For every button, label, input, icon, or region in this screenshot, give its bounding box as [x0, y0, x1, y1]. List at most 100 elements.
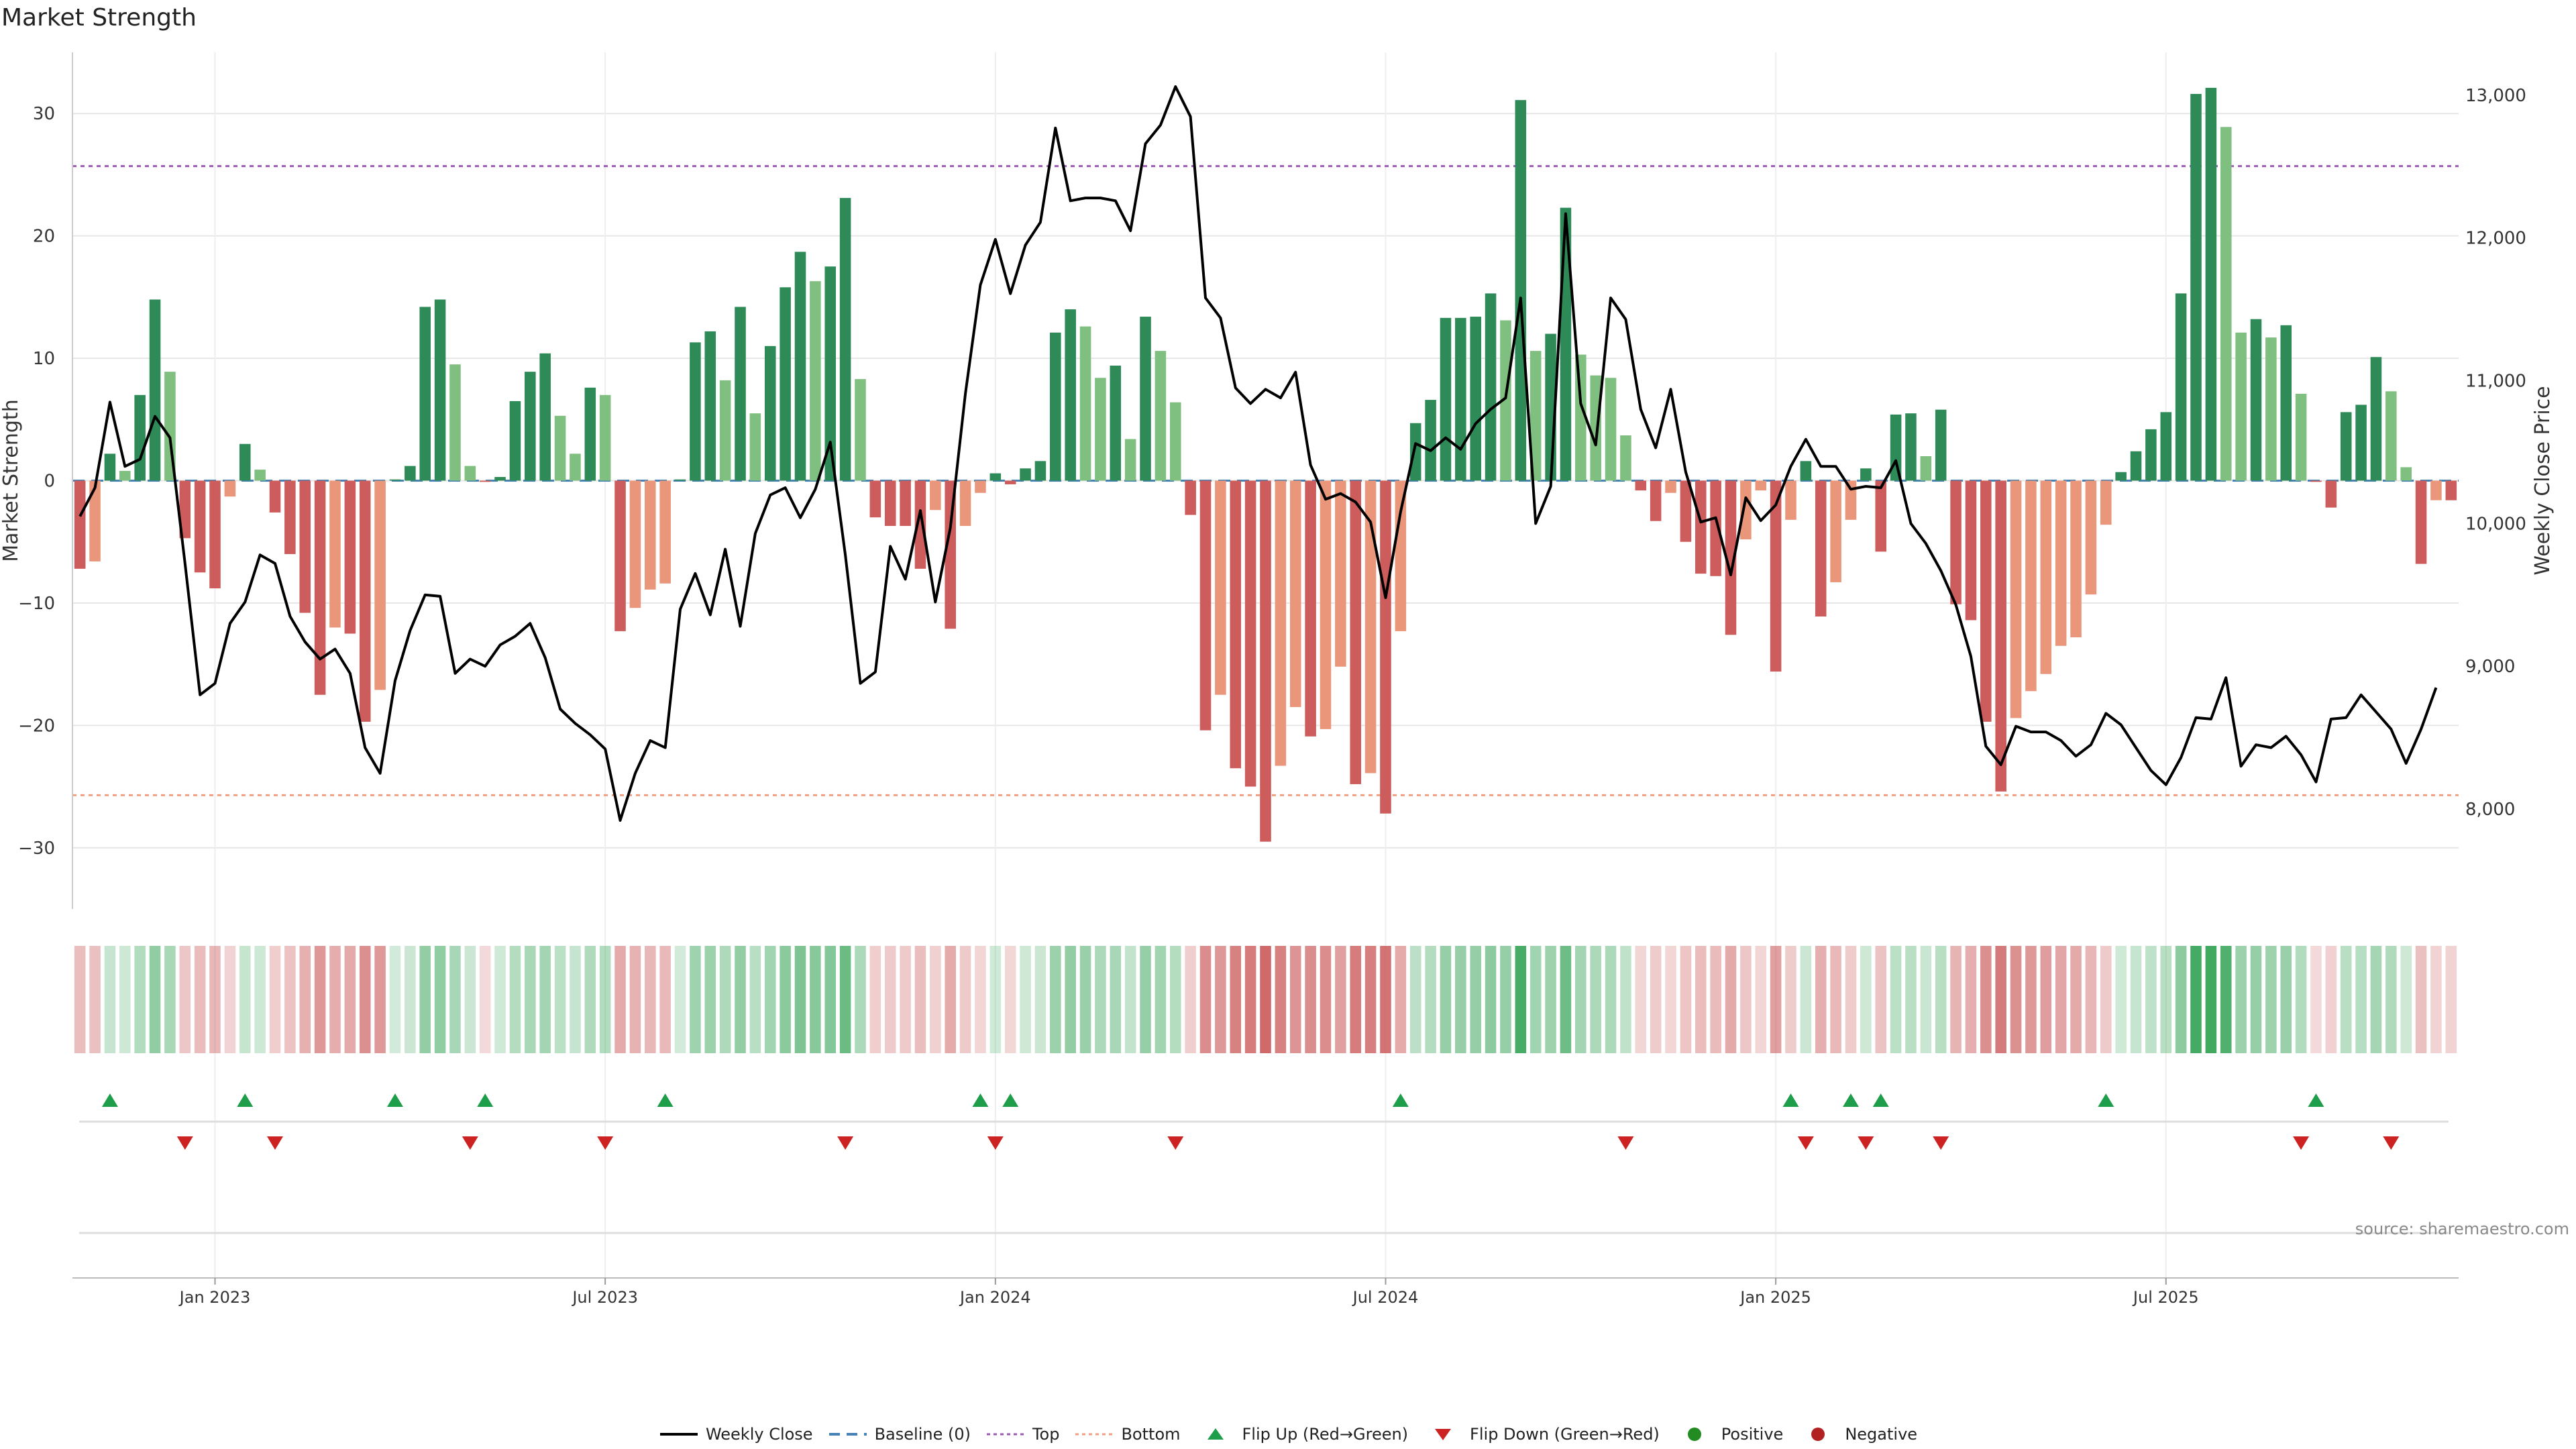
- legend-label: Weekly Close: [705, 1425, 813, 1444]
- heat-cell: [239, 946, 251, 1053]
- strength-bar: [2160, 412, 2172, 481]
- strength-bars: [74, 87, 2457, 842]
- source-note: source: sharemaestro.com: [2355, 1220, 2569, 1238]
- heat-cell: [1230, 946, 1242, 1053]
- strength-bar: [2115, 472, 2127, 481]
- strength-bar: [1860, 468, 1872, 481]
- strength-bar: [2445, 480, 2457, 500]
- strength-bar: [1770, 480, 1782, 672]
- flip-up-marker: [237, 1093, 254, 1107]
- strength-bar: [2310, 480, 2322, 482]
- strength-bar: [1020, 468, 1031, 481]
- strength-bar: [314, 480, 326, 695]
- heat-cell: [2220, 946, 2232, 1053]
- heat-cell: [690, 946, 701, 1053]
- heat-cell: [1350, 946, 1362, 1053]
- strength-bar: [1620, 435, 1631, 481]
- strength-bar: [1845, 480, 1857, 520]
- heat-cell: [2415, 946, 2427, 1053]
- heat-cell: [1605, 946, 1617, 1053]
- strength-bar: [1800, 461, 1812, 481]
- heat-cell: [900, 946, 911, 1053]
- heat-cell: [1215, 946, 1226, 1053]
- flip-up-marker: [1392, 1093, 1409, 1107]
- flip-up-marker: [1842, 1093, 1859, 1107]
- strength-bar: [959, 480, 971, 526]
- strength-bar: [2385, 391, 2397, 481]
- strength-bar: [1124, 439, 1136, 481]
- y-tick-label: 20: [33, 227, 55, 247]
- legend-label: Flip Down (Green→Red): [1470, 1425, 1660, 1444]
- heat-cell: [525, 946, 536, 1053]
- strength-bar: [1529, 351, 1542, 481]
- heat-cell: [1079, 946, 1091, 1053]
- heat-cell: [2430, 946, 2442, 1053]
- strength-bar: [2280, 325, 2292, 481]
- flip-down-marker: [1167, 1136, 1184, 1150]
- heat-cell: [2265, 946, 2277, 1053]
- legend-label: Positive: [1721, 1425, 1784, 1444]
- heat-cell: [74, 946, 86, 1053]
- heat-cell: [224, 946, 236, 1053]
- heat-cell: [1110, 946, 1122, 1053]
- strength-bar: [1350, 480, 1362, 784]
- heat-cell: [2355, 946, 2367, 1053]
- heat-cell: [419, 946, 431, 1053]
- price-line-group: [78, 85, 2438, 822]
- heat-cell: [1320, 946, 1332, 1053]
- strength-bar: [1244, 480, 1256, 787]
- strength-bar: [2250, 319, 2262, 481]
- strength-bar: [2265, 337, 2277, 481]
- heat-cell: [329, 946, 341, 1053]
- strength-bar: [1169, 402, 1181, 481]
- strength-bar: [1680, 480, 1692, 542]
- strength-bar: [1425, 400, 1436, 481]
- strength-bar: [945, 480, 956, 629]
- heat-cell: [645, 946, 656, 1053]
- strength-bar: [284, 480, 296, 554]
- legend-symbol-icon: [1811, 1428, 1825, 1441]
- heat-cell: [479, 946, 491, 1053]
- strength-bar: [704, 331, 716, 481]
- strength-bar: [1409, 423, 1421, 481]
- heat-cell: [1665, 946, 1676, 1053]
- strength-bar: [1950, 480, 1962, 604]
- strength-bar: [179, 480, 191, 539]
- strength-bar: [479, 480, 491, 482]
- heat-cell: [1590, 946, 1601, 1053]
- strength-bar: [1395, 480, 1407, 631]
- heat-cell: [1169, 946, 1181, 1053]
- strength-bar: [1740, 480, 1752, 540]
- heat-cell: [2370, 946, 2382, 1053]
- heat-cell: [1065, 946, 1076, 1053]
- heat-cell: [1710, 946, 1721, 1053]
- strength-bar: [1110, 366, 1122, 481]
- axes: −30 −20 −10 0 10 20 30 8,000 9,000 10,000 11,000 12…: [0, 52, 2555, 909]
- legend-item: Top: [985, 1425, 1059, 1444]
- heat-cell: [1875, 946, 1886, 1053]
- strength-bar: [134, 394, 146, 481]
- heat-cell: [254, 946, 266, 1053]
- heat-cell: [2250, 946, 2262, 1053]
- strength-bar: [749, 413, 761, 481]
- strength-bar: [1289, 480, 1301, 707]
- heat-cell: [2010, 946, 2022, 1053]
- legend-symbol-icon: [828, 1433, 867, 1436]
- strength-bar: [2205, 87, 2217, 481]
- strength-bar: [1199, 480, 1212, 731]
- heat-cell: [1920, 946, 1932, 1053]
- heat-cell: [674, 946, 686, 1053]
- heat-cell: [2325, 946, 2337, 1053]
- heat-cell: [1890, 946, 1902, 1053]
- flip-down-marker: [1933, 1136, 1949, 1150]
- strength-bar: [2370, 357, 2382, 481]
- y2-tick-label: 8,000: [2465, 800, 2515, 820]
- strength-bar: [645, 480, 656, 590]
- y2-tick-label: 11,000: [2465, 372, 2526, 392]
- heat-cell: [1380, 946, 1391, 1053]
- strength-bar: [1470, 317, 1481, 481]
- heat-cell: [2070, 946, 2082, 1053]
- strength-bar: [2340, 412, 2352, 481]
- heat-cell: [599, 946, 611, 1053]
- heat-cell: [1289, 946, 1301, 1053]
